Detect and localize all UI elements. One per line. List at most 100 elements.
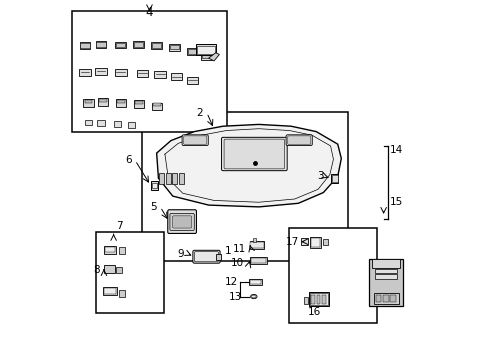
Text: 15: 15 [389,197,402,207]
Bar [169,44,180,50]
Ellipse shape [251,295,255,298]
Text: 4: 4 [145,6,153,19]
Bar [165,173,170,184]
Text: 8: 8 [94,265,100,275]
FancyBboxPatch shape [192,250,220,263]
Bar [135,101,142,104]
Bar [197,45,214,54]
Bar [375,295,381,302]
Bar [310,238,320,247]
FancyBboxPatch shape [194,252,218,262]
Bar [316,295,320,304]
Text: 10: 10 [230,258,244,268]
Bar [309,293,327,305]
FancyBboxPatch shape [224,139,284,169]
Bar [249,257,266,264]
Bar [170,73,182,80]
Text: 13: 13 [229,292,242,302]
Bar [331,175,337,182]
Bar [321,295,325,304]
Text: 16: 16 [307,307,321,317]
Text: 6: 6 [124,155,131,165]
Bar [116,43,125,47]
FancyBboxPatch shape [285,135,312,145]
Bar [96,42,105,46]
Bar [104,265,115,273]
Text: 14: 14 [389,144,402,154]
Bar [250,280,260,284]
Bar [72,12,226,132]
Bar [154,71,165,78]
Bar [97,121,104,126]
Bar [322,239,327,245]
Bar [375,274,396,279]
Bar [113,121,121,127]
Bar [134,42,143,46]
Text: 17: 17 [285,237,298,247]
FancyBboxPatch shape [182,135,208,145]
Bar [172,173,177,184]
Polygon shape [208,53,219,61]
Bar [383,295,388,302]
Bar [116,99,125,107]
Bar [96,232,163,313]
Bar [201,53,212,59]
Bar [186,77,198,84]
Bar [289,228,376,323]
Bar [252,238,256,242]
Bar [105,247,115,252]
Bar [151,103,162,111]
FancyBboxPatch shape [169,213,194,230]
Bar [310,295,314,304]
Bar [152,43,161,48]
Bar [117,100,124,103]
FancyBboxPatch shape [287,136,310,144]
Bar [128,122,135,128]
Bar [309,237,321,248]
Bar [95,68,106,75]
Text: 11: 11 [232,244,245,254]
FancyBboxPatch shape [183,136,206,144]
Bar [249,242,263,248]
Bar [151,42,162,49]
Text: 12: 12 [224,277,238,287]
Bar [371,259,400,268]
Bar [249,241,264,249]
Bar [142,112,348,261]
Bar [152,103,160,107]
Text: 5: 5 [150,202,156,212]
Bar [133,100,143,108]
Bar [150,181,158,190]
Bar [169,45,179,49]
Bar [249,279,261,285]
Bar [79,69,90,76]
Bar [196,44,215,55]
Bar [151,183,157,188]
Bar [301,238,307,245]
Bar [187,49,197,54]
Bar [115,69,126,76]
Bar [84,100,92,103]
Bar [178,173,183,184]
Bar [119,290,125,297]
Text: 2: 2 [196,108,203,118]
Bar [215,253,221,260]
Text: 3: 3 [316,171,323,181]
Bar [116,267,122,273]
Bar [104,246,116,253]
Bar [102,287,117,296]
FancyBboxPatch shape [167,210,196,233]
Bar [85,120,92,126]
Text: 7: 7 [116,221,122,231]
Bar [98,98,108,106]
Bar [104,288,116,294]
Bar [115,42,126,48]
FancyBboxPatch shape [172,216,191,228]
Polygon shape [156,125,341,207]
Bar [202,54,211,58]
Bar [250,258,265,263]
Text: 1: 1 [224,246,231,256]
Bar [159,173,164,184]
FancyBboxPatch shape [221,137,286,171]
Bar [373,293,398,304]
